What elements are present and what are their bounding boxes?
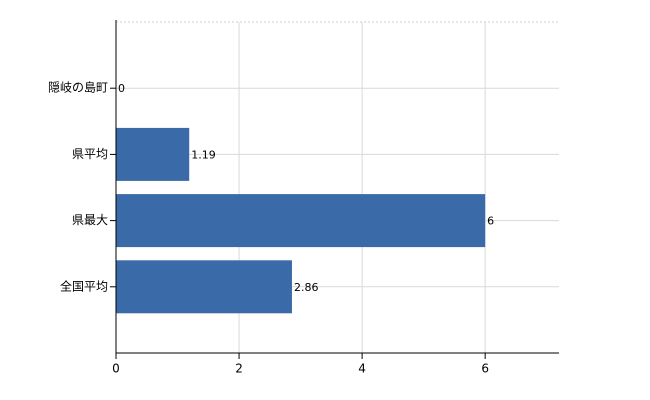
x-tick-label: 6 bbox=[481, 362, 489, 376]
x-tick-label: 2 bbox=[235, 362, 243, 376]
y-tick-label: 隠岐の島町 bbox=[48, 80, 108, 95]
y-tick-label: 全国平均 bbox=[60, 278, 108, 293]
value-label: 0 bbox=[118, 82, 125, 95]
y-tick-label: 県平均 bbox=[72, 147, 108, 161]
bar bbox=[116, 260, 292, 314]
value-label: 6 bbox=[487, 215, 494, 228]
y-tick-label: 県最大 bbox=[72, 213, 108, 227]
value-label: 1.19 bbox=[191, 148, 216, 161]
value-label: 2.86 bbox=[294, 281, 319, 294]
x-tick-label: 0 bbox=[112, 362, 120, 376]
bar bbox=[116, 127, 190, 181]
bar bbox=[116, 194, 486, 248]
x-tick-label: 4 bbox=[358, 362, 366, 376]
